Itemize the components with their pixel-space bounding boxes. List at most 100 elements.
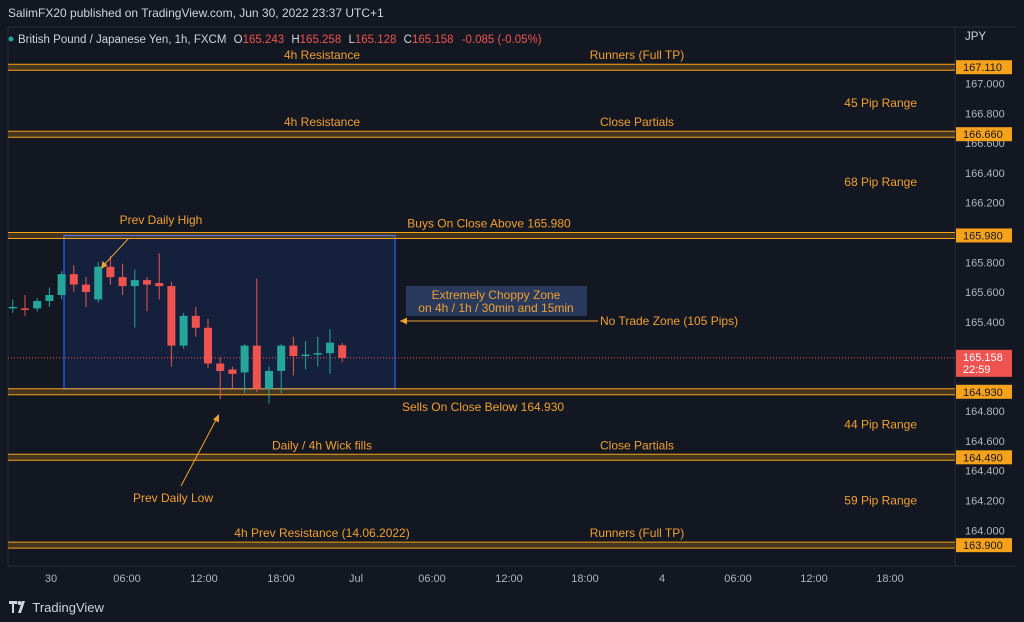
open-label: O [234, 34, 243, 46]
choppy-zone-label: Extremely Choppy Zone [432, 288, 561, 302]
price-tag-label: 163.900 [963, 540, 1003, 552]
candle[interactable] [289, 336, 298, 376]
x-tick-label: 06:00 [113, 573, 141, 585]
price-tag [956, 538, 1012, 553]
y-tick-label: 164.200 [965, 495, 1005, 507]
no-trade-arrow-head [400, 317, 407, 325]
candle[interactable] [143, 277, 151, 312]
candle[interactable] [216, 357, 225, 400]
candle[interactable] [82, 277, 90, 307]
choppy-zone-label-bg [406, 286, 587, 316]
candle[interactable] [21, 295, 29, 316]
candle-body [338, 345, 347, 358]
candle[interactable] [277, 344, 286, 394]
bar-countdown-label: 22:59 [963, 364, 991, 376]
x-tick-label: 18:00 [571, 573, 599, 585]
candle-body [118, 277, 127, 287]
y-tick-label: 165.800 [965, 257, 1005, 269]
candle[interactable] [313, 336, 322, 367]
candle[interactable] [326, 329, 334, 374]
x-tick-label: 30 [45, 573, 57, 585]
level-right-label: Close Partials [600, 115, 674, 129]
open-value: 165.243 [243, 34, 285, 46]
candle-body [94, 266, 103, 300]
candle[interactable] [252, 278, 261, 392]
choppy-zone-box[interactable] [63, 234, 396, 390]
x-tick-label: 12:00 [800, 573, 828, 585]
candle[interactable] [167, 281, 176, 367]
candle[interactable] [191, 306, 200, 337]
candle[interactable] [69, 265, 78, 293]
level-right-label: Runners (Full TP) [590, 48, 684, 62]
candle-body [204, 327, 212, 364]
high-label: H [291, 34, 299, 46]
candle-body [216, 363, 225, 371]
symbol-status-icon [8, 36, 14, 42]
candle[interactable] [118, 263, 127, 296]
close-value: 165.158 [412, 34, 454, 46]
candle[interactable] [33, 297, 42, 312]
currency-label: JPY [965, 31, 986, 43]
pip-range-label: 45 Pip Range [844, 96, 917, 110]
y-tick-label: 164.000 [965, 525, 1005, 537]
candle-body [143, 280, 151, 285]
level-left-label: 4h Prev Resistance (14.06.2022) [234, 526, 409, 540]
level-left-label: Sells On Close Below 164.930 [402, 400, 564, 414]
y-tick-label: 165.600 [965, 287, 1005, 299]
candle[interactable] [106, 256, 115, 285]
candle-body [155, 283, 164, 287]
last-price-tag [956, 349, 1012, 377]
price-tag-label: 167.110 [963, 62, 1002, 74]
high-value: 165.258 [300, 34, 342, 46]
level-band [8, 232, 955, 239]
y-tick-label: 164.400 [965, 466, 1005, 478]
price-tag [956, 450, 1012, 465]
price-tag-label: 165.980 [963, 230, 1003, 242]
candle[interactable] [265, 366, 273, 404]
x-tick-label: 18:00 [267, 573, 295, 585]
low-label: L [348, 34, 355, 46]
no-trade-zone-label: No Trade Zone (105 Pips) [600, 314, 738, 328]
candle-body [57, 274, 66, 296]
candle[interactable] [57, 271, 66, 300]
candle[interactable] [338, 342, 347, 363]
x-tick-label: 06:00 [724, 573, 752, 585]
candle-body [240, 345, 249, 373]
y-tick-label: 165.400 [965, 317, 1005, 329]
candle-body [179, 315, 188, 346]
candle-body [33, 300, 42, 309]
price-tag [956, 127, 1012, 142]
symbol-name: British Pound / Japanese Yen, 1h, FXCM [18, 34, 226, 46]
candle-body [82, 284, 90, 293]
last-price-label: 165.158 [963, 352, 1003, 364]
y-tick-label: 166.400 [965, 168, 1005, 180]
price-tag [956, 60, 1012, 75]
candle[interactable] [94, 262, 103, 303]
close-label: C [404, 34, 412, 46]
prev-daily-high-label: Prev Daily High [120, 213, 203, 227]
level-right-label: Close Partials [600, 438, 674, 452]
chart-legend: British Pound / Japanese Yen, 1h, FXCM O… [8, 34, 542, 46]
candle-body [289, 345, 298, 357]
candle[interactable] [155, 253, 164, 300]
candle[interactable] [8, 299, 17, 313]
candle[interactable] [204, 318, 212, 368]
prev-daily-low-arrow-head [213, 414, 219, 423]
candle-body [313, 353, 322, 355]
candle[interactable] [301, 341, 310, 370]
candle[interactable] [228, 366, 237, 389]
low-value: 165.128 [355, 34, 397, 46]
level-band [8, 131, 955, 138]
brand-name: TradingView [32, 600, 104, 615]
candle[interactable] [45, 287, 54, 307]
x-tick-label: Jul [349, 573, 363, 585]
candle[interactable] [130, 269, 139, 328]
candle[interactable] [179, 312, 188, 349]
x-tick-label: 12:00 [190, 573, 218, 585]
prev-daily-low-arrow-line [180, 417, 218, 487]
pip-range-label: 59 Pip Range [844, 493, 917, 507]
candle[interactable] [240, 344, 249, 394]
tradingview-logo[interactable]: TradingView [9, 594, 104, 622]
